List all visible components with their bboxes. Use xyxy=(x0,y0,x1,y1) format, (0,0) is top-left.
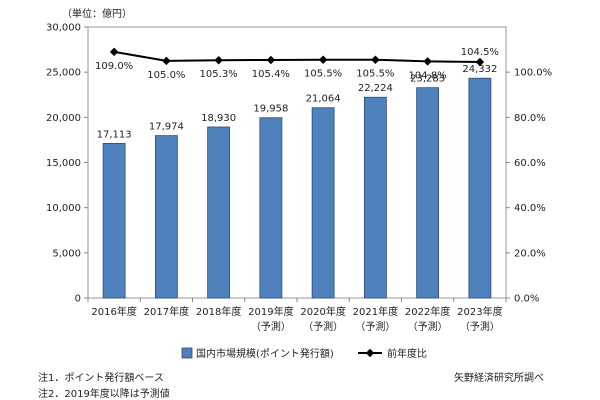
line-point xyxy=(109,47,119,57)
line-point xyxy=(475,57,485,67)
left-axis-tick-label: 10,000 xyxy=(46,203,81,214)
left-axis-tick-label: 30,000 xyxy=(46,23,81,34)
bar xyxy=(311,107,335,299)
category-label: 2017年度 xyxy=(144,305,189,318)
line-data-label: 105.0% xyxy=(147,70,185,81)
bar xyxy=(468,77,492,299)
bar-data-label: 19,958 xyxy=(253,104,288,115)
line-point xyxy=(266,55,276,65)
bar xyxy=(102,143,126,299)
series-line xyxy=(113,50,480,64)
right-axis-tick-label: 60.0% xyxy=(514,158,546,169)
category-label: （予測） xyxy=(408,320,448,333)
category-label: 2018年度 xyxy=(196,305,241,318)
right-axis-tick-label: 100.0% xyxy=(514,68,552,79)
category-label: （予測） xyxy=(251,320,291,333)
right-axis-tick-label: 80.0% xyxy=(514,113,546,124)
source-credit: 矢野経済研究所調べ xyxy=(454,373,544,384)
line-point xyxy=(371,55,380,64)
category-label: （予測） xyxy=(303,320,343,333)
note-1: 注1．ポイント発行額ベース xyxy=(38,373,164,384)
bar-data-label: 18,930 xyxy=(201,113,236,124)
category-label: 2019年度 xyxy=(248,305,293,318)
line-data-label: 105.3% xyxy=(200,69,238,80)
bar-data-label: 17,113 xyxy=(97,129,132,140)
bar-data-label: 23,283 xyxy=(410,74,445,85)
right-axis-tick-label: 0.0% xyxy=(514,294,539,305)
right-axis-tick-label: 20.0% xyxy=(514,248,546,259)
bar-data-label: 22,224 xyxy=(358,83,393,94)
left-axis-tick-label: 5,000 xyxy=(52,248,81,259)
line-point xyxy=(423,57,432,66)
legend: 国内市場規模(ポイント発行額) 前年度比 xyxy=(181,347,427,360)
bar xyxy=(207,126,231,299)
category-label: （予測） xyxy=(460,320,500,333)
line-data-label: 104.8% xyxy=(409,70,447,81)
line-data-label: 105.5% xyxy=(304,69,342,80)
legend-line-marker xyxy=(365,348,375,358)
legend-bar-label: 国内市場規模(ポイント発行額) xyxy=(196,347,334,360)
bar xyxy=(416,87,440,299)
category-label: 2022年度 xyxy=(405,305,450,318)
bar xyxy=(363,96,387,299)
bar-data-label: 24,332 xyxy=(462,64,497,75)
legend-bar-swatch xyxy=(181,347,193,359)
line-point xyxy=(318,55,328,64)
line-data-label: 105.5% xyxy=(356,69,394,80)
bar-data-label: 17,974 xyxy=(149,122,184,133)
unit-label: （単位：億円） xyxy=(62,7,132,20)
plot-frame xyxy=(87,26,507,299)
line-data-label: 109.0% xyxy=(95,61,133,72)
category-label: （予測） xyxy=(355,320,395,333)
category-label: 2016年度 xyxy=(91,305,136,318)
bar-data-label: 21,064 xyxy=(306,94,341,105)
bar xyxy=(154,135,178,299)
left-axis-tick-label: 25,000 xyxy=(46,68,81,79)
line-point xyxy=(214,55,223,65)
category-label: 2023年度 xyxy=(457,305,502,318)
left-axis-tick-label: 20,000 xyxy=(46,113,81,124)
note-2: 注2．2019年度以降は予測値 xyxy=(38,389,170,400)
left-axis-tick-label: 0 xyxy=(75,294,81,305)
line-point xyxy=(162,56,171,66)
line-data-label: 104.5% xyxy=(461,47,499,58)
legend-line-label: 前年度比 xyxy=(387,347,427,360)
line-data-label: 105.4% xyxy=(252,69,290,80)
category-label: 2020年度 xyxy=(300,305,345,318)
plot-area: 0 5,000 10,000 15,000 20,000 25,000 30,000 0.0%… xyxy=(46,23,552,334)
bar xyxy=(259,117,283,299)
right-axis-tick-label: 40.0% xyxy=(514,203,546,214)
left-axis-tick-label: 15,000 xyxy=(46,158,81,169)
category-label: 2021年度 xyxy=(353,305,398,318)
